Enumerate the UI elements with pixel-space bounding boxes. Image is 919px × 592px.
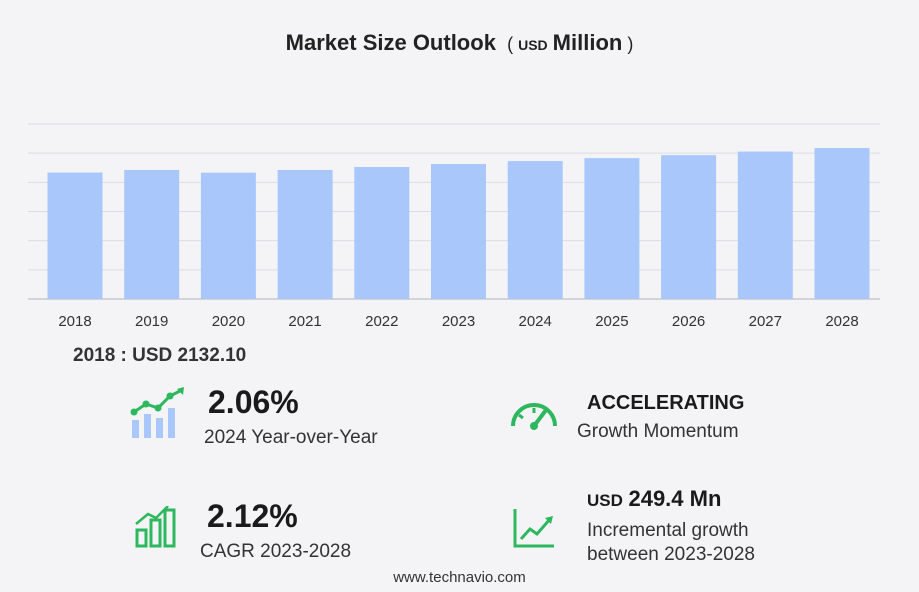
x-tick-label-2024: 2024 <box>519 313 552 330</box>
x-tick-label-2025: 2025 <box>595 313 628 330</box>
momentum-value: ACCELERATING <box>587 392 745 414</box>
bar-2027 <box>737 151 793 299</box>
bar-2018 <box>47 172 103 299</box>
incremental-caption-line2: between 2023-2028 <box>587 544 755 565</box>
trend-line-icon <box>513 509 554 548</box>
yoy-caption: 2024 Year-over-Year <box>204 427 378 448</box>
footer-website: www.technavio.com <box>393 569 526 586</box>
bar-2028 <box>814 148 870 299</box>
unit-prefix: USD <box>518 37 548 53</box>
x-tick-label-2026: 2026 <box>672 313 705 330</box>
speedometer-icon <box>511 403 557 430</box>
bar-2022 <box>354 167 410 299</box>
incremental-value: USD 249.4 Mn <box>587 486 721 512</box>
bar-chart: 2018 2019 2020 2021 2022 2023 2024 2025 2026 2027… <box>28 123 880 330</box>
bar-2021 <box>277 169 333 299</box>
bar-2024 <box>507 161 563 299</box>
incremental-amount: 249.4 Mn <box>628 486 722 511</box>
x-tick-label-2022: 2022 <box>365 313 398 330</box>
cagr-value: 2.12% <box>207 498 298 534</box>
bar-growth-icon <box>135 506 176 548</box>
x-tick-label-2027: 2027 <box>749 313 782 330</box>
yoy-value: 2.06% <box>208 384 299 420</box>
chart-title-main: Market Size Outlook <box>285 30 496 55</box>
momentum-caption: Growth Momentum <box>577 421 739 442</box>
incremental-caption-line1: Incremental growth <box>587 520 749 541</box>
bar-2026 <box>661 155 717 299</box>
bar-2019 <box>124 169 180 299</box>
x-tick-label-2020: 2020 <box>212 313 245 330</box>
growth-chart-icon <box>130 387 184 438</box>
x-tick-label-2021: 2021 <box>288 313 321 330</box>
chart-title-unit: ( USD Million ) <box>507 30 634 55</box>
chart-title: Market Size Outlook ( USD Million ) <box>0 30 919 56</box>
bar-2020 <box>200 172 256 299</box>
chart-x-ticks: 2018 2019 2020 2021 2022 2023 2024 2025 2026 2027… <box>58 313 858 330</box>
chart-bars <box>47 148 870 299</box>
x-tick-label-2028: 2028 <box>825 313 858 330</box>
unit-word: Million <box>552 30 623 55</box>
cagr-caption: CAGR 2023-2028 <box>200 541 352 562</box>
x-tick-label-2019: 2019 <box>135 313 168 330</box>
bar-2023 <box>431 164 486 299</box>
incremental-prefix: USD <box>587 491 623 510</box>
x-tick-label-2018: 2018 <box>58 313 91 330</box>
base-year-value: 2018 : USD 2132.10 <box>73 345 247 366</box>
x-tick-label-2023: 2023 <box>442 313 475 330</box>
bar-2025 <box>584 158 640 299</box>
